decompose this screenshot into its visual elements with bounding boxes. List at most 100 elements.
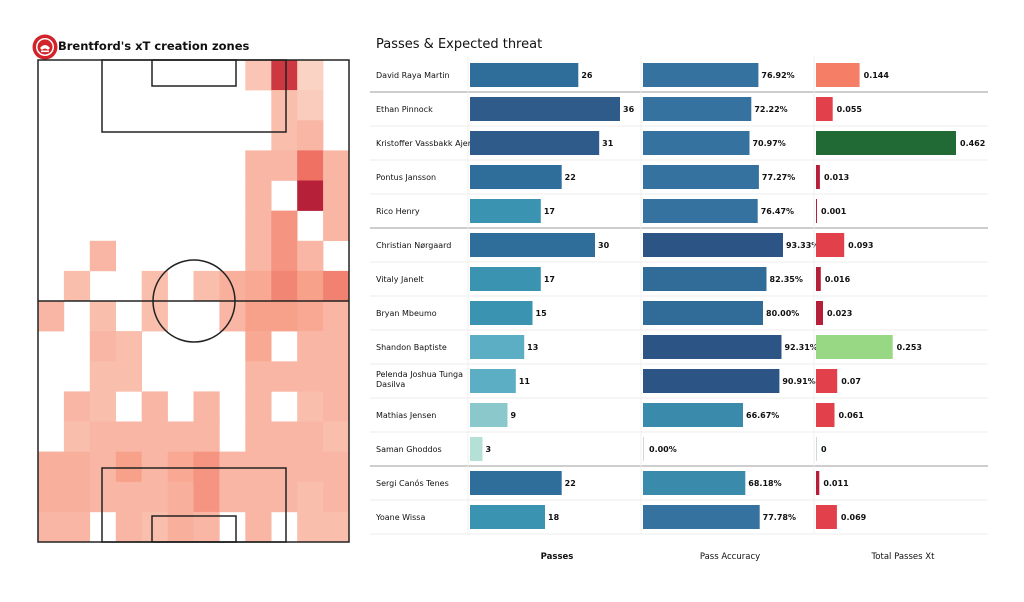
bottom-six-yard-box: [151, 515, 237, 543]
heat-cell: [297, 150, 324, 181]
passes-bar: [470, 301, 533, 325]
heat-cell: [297, 511, 324, 543]
heat-cell: [245, 150, 272, 181]
accuracy-bar: [643, 335, 782, 359]
heat-cell: [245, 481, 272, 513]
xt-bar: [816, 301, 823, 325]
heat-cell: [141, 270, 168, 302]
player-name: Bryan Mbeumo: [376, 309, 437, 318]
passes-label: 18: [548, 513, 560, 522]
top-six-yard-box: [151, 59, 237, 87]
xt-bar: [816, 233, 845, 257]
passes-label: 26: [581, 71, 593, 80]
accuracy-label: 77.27%: [762, 173, 795, 182]
player-name: Sergi Canós Tenes: [376, 478, 449, 488]
heat-cell: [297, 270, 324, 302]
heat-cell: [245, 240, 272, 272]
xt-label: 0: [821, 445, 827, 454]
heat-cell: [323, 511, 350, 543]
xt-label: 0.055: [837, 105, 863, 114]
accuracy-bar: [643, 63, 759, 87]
heat-cell: [89, 421, 116, 452]
passes-bar: [470, 505, 545, 529]
xt-bar: [816, 471, 820, 495]
accuracy-label: 72.22%: [754, 105, 787, 114]
heat-cell: [63, 391, 91, 422]
heat-cell: [271, 60, 298, 91]
heat-cell: [63, 451, 91, 482]
passes-label: 15: [536, 309, 548, 318]
xt-bar: [816, 437, 817, 461]
accuracy-bar: [643, 505, 760, 529]
xt-label: 0.07: [841, 377, 861, 386]
player-name: Ethan Pinnock: [376, 105, 433, 114]
heat-cell: [271, 451, 298, 482]
heat-cell: [193, 511, 220, 543]
xt-label: 0.001: [821, 207, 847, 216]
heat-cell: [141, 481, 168, 513]
heat-cell: [271, 120, 298, 151]
passes-bar: [470, 369, 516, 393]
heat-cell: [115, 451, 142, 482]
heat-cell: [297, 90, 324, 121]
player-name: Shandon Baptiste: [376, 343, 447, 352]
player-name: Rico Henry: [376, 207, 420, 216]
heat-cell: [193, 481, 220, 513]
heat-cell: [297, 60, 324, 91]
passes-bar: [470, 97, 620, 121]
xt-bar: [816, 369, 838, 393]
heat-cell: [271, 90, 298, 121]
heat-cell: [297, 180, 324, 211]
passes-bar: [470, 403, 508, 427]
accuracy-label: 90.91%: [782, 377, 815, 386]
passes-label: 17: [544, 207, 555, 216]
accuracy-bar: [643, 199, 758, 223]
heat-cell: [245, 210, 272, 241]
passes-label: 22: [565, 479, 576, 488]
xt-bar: [816, 131, 956, 155]
heat-cell: [115, 421, 142, 452]
heat-cell: [167, 451, 194, 482]
passes-label: 3: [486, 445, 492, 454]
xt-label: 0.253: [897, 343, 922, 352]
heat-cell: [297, 331, 324, 362]
heat-cell: [167, 511, 194, 543]
heat-cell: [297, 361, 324, 392]
xt-bar: [816, 267, 821, 291]
heat-cell: [89, 481, 116, 513]
heat-cell: [323, 451, 350, 482]
xt-label: 0.016: [825, 275, 851, 284]
xt-label: 0.462: [960, 139, 985, 148]
column-label-accuracy: Pass Accuracy: [699, 552, 761, 562]
accuracy-bar: [643, 301, 763, 325]
accuracy-label: 76.47%: [761, 207, 794, 216]
xt-label: 0.011: [823, 479, 849, 488]
xt-label: 0.069: [841, 513, 867, 522]
heat-cell: [271, 361, 298, 392]
accuracy-bar: [643, 131, 750, 155]
heat-cell: [271, 270, 298, 302]
heat-cell: [193, 451, 220, 482]
heat-cell: [271, 421, 298, 452]
heat-cell: [115, 331, 142, 362]
heat-cell: [297, 120, 324, 151]
accuracy-bar: [643, 369, 780, 393]
passes-label: 22: [565, 173, 576, 182]
accuracy-bar: [643, 471, 746, 495]
heat-cell: [167, 481, 194, 513]
xt-label: 0.023: [827, 309, 852, 318]
accuracy-label: 68.18%: [748, 479, 781, 488]
heat-cell: [245, 451, 272, 482]
passes-label: 31: [602, 139, 614, 148]
heat-cell: [141, 511, 168, 543]
heat-cell: [89, 301, 116, 332]
heat-cell: [245, 361, 272, 392]
heat-cell: [89, 331, 116, 362]
heat-cell: [63, 511, 91, 543]
accuracy-label: 77.78%: [763, 513, 796, 522]
heat-cell: [141, 301, 168, 332]
heat-cell: [167, 421, 194, 452]
column-label-passes: Passes: [540, 552, 574, 562]
accuracy-bar: [643, 233, 783, 257]
heat-cell: [141, 421, 168, 452]
